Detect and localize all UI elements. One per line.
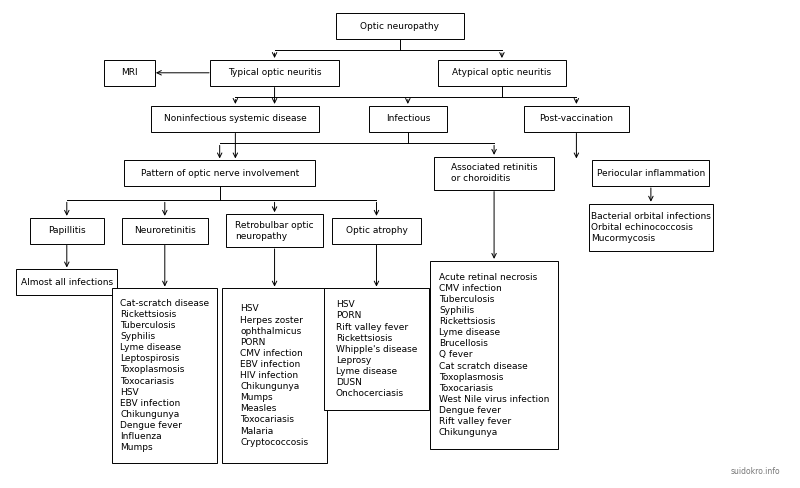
Text: MRI: MRI — [122, 68, 138, 77]
FancyBboxPatch shape — [105, 60, 154, 86]
Text: Cat-scratch disease
Rickettsiosis
Tuberculosis
Syphilis
Lyme disease
Leptospiros: Cat-scratch disease Rickettsiosis Tuberc… — [120, 299, 210, 452]
Text: Post-vaccination: Post-vaccination — [539, 114, 614, 123]
Text: Almost all infections: Almost all infections — [21, 278, 113, 287]
Text: Optic atrophy: Optic atrophy — [346, 226, 407, 235]
Text: Retrobulbar optic
neuropathy: Retrobulbar optic neuropathy — [235, 221, 314, 241]
FancyBboxPatch shape — [336, 14, 464, 40]
FancyBboxPatch shape — [16, 269, 118, 295]
FancyBboxPatch shape — [112, 288, 218, 463]
Text: Neuroretinitis: Neuroretinitis — [134, 226, 196, 235]
FancyBboxPatch shape — [222, 288, 327, 463]
Text: HSV
Herpes zoster
ophthalmicus
PORN
CMV infection
EBV infection
HIV infection
Ch: HSV Herpes zoster ophthalmicus PORN CMV … — [241, 305, 309, 447]
FancyBboxPatch shape — [151, 106, 319, 132]
FancyBboxPatch shape — [589, 203, 714, 251]
FancyBboxPatch shape — [122, 218, 207, 244]
FancyBboxPatch shape — [438, 60, 566, 86]
FancyBboxPatch shape — [226, 214, 323, 247]
Text: Pattern of optic nerve involvement: Pattern of optic nerve involvement — [141, 169, 299, 178]
FancyBboxPatch shape — [124, 160, 315, 186]
Text: Atypical optic neuritis: Atypical optic neuritis — [452, 68, 551, 77]
FancyBboxPatch shape — [332, 218, 421, 244]
Text: Periocular inflammation: Periocular inflammation — [597, 169, 705, 178]
FancyBboxPatch shape — [430, 261, 558, 449]
FancyBboxPatch shape — [210, 60, 339, 86]
Text: HSV
PORN
Rift valley fever
Rickettsiosis
Whipple's disease
Leprosy
Lyme disease
: HSV PORN Rift valley fever Rickettsiosis… — [336, 300, 417, 398]
Text: Infectious: Infectious — [386, 114, 430, 123]
Text: Associated retinitis
or choroiditis: Associated retinitis or choroiditis — [451, 163, 538, 183]
FancyBboxPatch shape — [593, 160, 710, 186]
Text: Optic neuropathy: Optic neuropathy — [361, 22, 439, 31]
FancyBboxPatch shape — [524, 106, 629, 132]
Text: Noninfectious systemic disease: Noninfectious systemic disease — [164, 114, 306, 123]
Text: suidokro.info: suidokro.info — [730, 467, 780, 476]
Text: Bacterial orbital infections
Orbital echinococcosis
Mucormycosis: Bacterial orbital infections Orbital ech… — [591, 212, 711, 243]
Text: Acute retinal necrosis
CMV infection
Tuberculosis
Syphilis
Rickettsiosis
Lyme di: Acute retinal necrosis CMV infection Tub… — [439, 273, 550, 437]
FancyBboxPatch shape — [369, 106, 446, 132]
FancyBboxPatch shape — [30, 218, 104, 244]
Text: Typical optic neuritis: Typical optic neuritis — [228, 68, 322, 77]
FancyBboxPatch shape — [434, 157, 554, 190]
Text: Papillitis: Papillitis — [48, 226, 86, 235]
FancyBboxPatch shape — [324, 288, 429, 410]
